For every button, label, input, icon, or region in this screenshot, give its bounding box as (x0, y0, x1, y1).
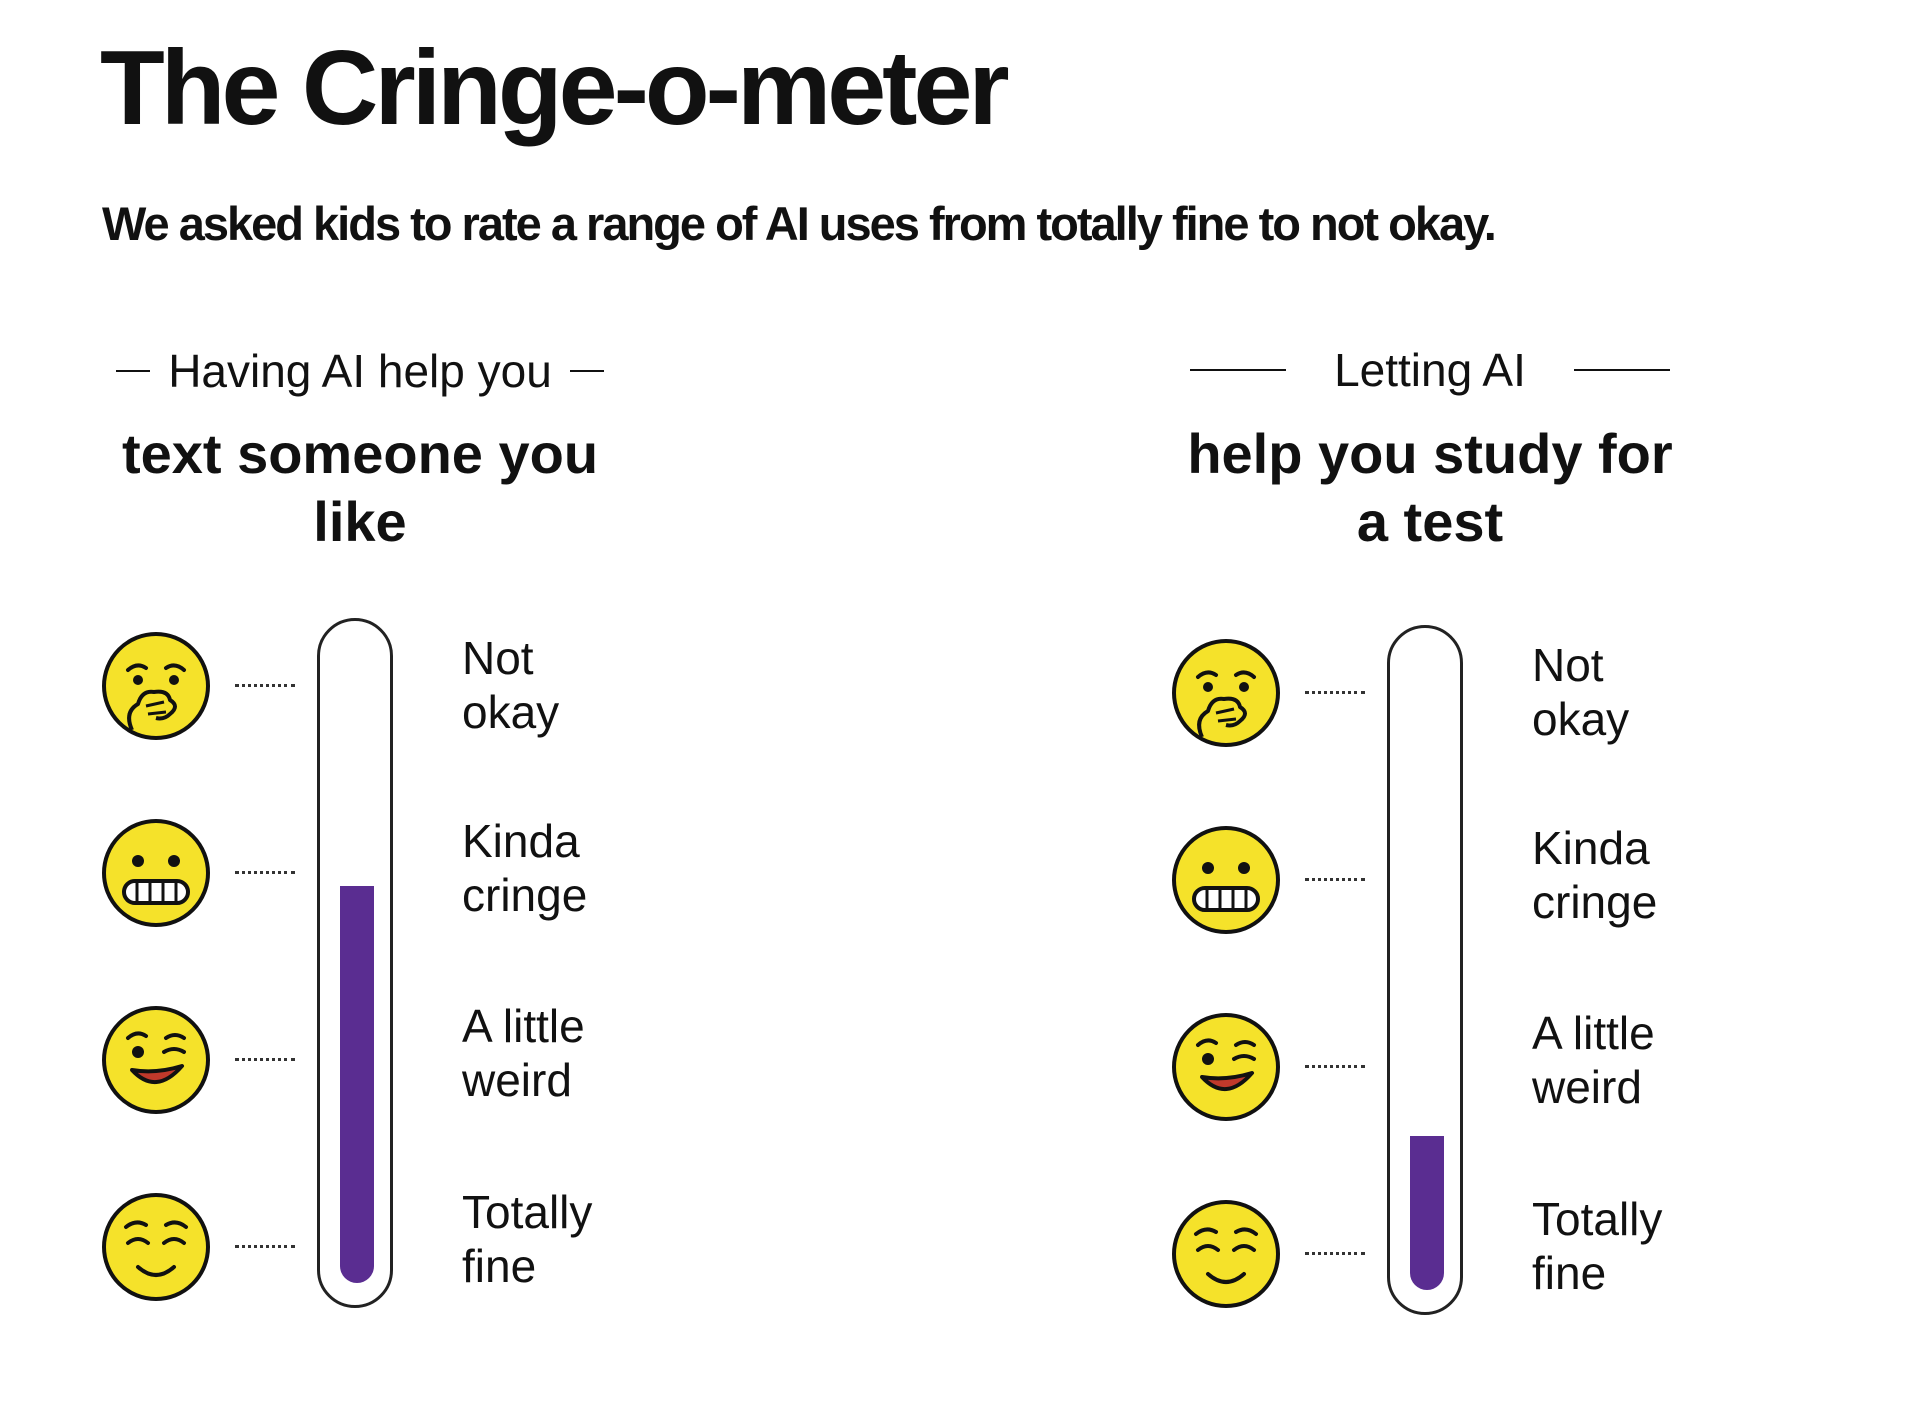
panel-heading: Letting AI (1170, 347, 1690, 393)
panel-topic: help you study for a test (1187, 422, 1673, 554)
grimacing-emoji (102, 819, 210, 927)
panel-heading: Having AI help you (100, 348, 620, 394)
scale-label-a-little-weird: A little weird (462, 1000, 585, 1106)
dotted-leader (235, 1058, 295, 1061)
scale-label-not-okay: Not okay (462, 632, 560, 738)
cringe-meter-panel-1: Having AI help you text someone you like… (0, 340, 800, 1340)
heading-text: Having AI help you (168, 345, 552, 397)
dotted-leader (235, 684, 295, 687)
grimacing-emoji (1172, 826, 1280, 934)
scale-label-kinda-cringe: Kinda cringe (462, 815, 588, 921)
scale-label-totally-fine: Totally fine (462, 1186, 593, 1292)
heading-text: Letting AI (1334, 344, 1526, 396)
scale-label-not-okay: Not okay (1532, 639, 1630, 745)
relieved-emoji (1172, 1200, 1280, 1308)
heading-dash-left (116, 370, 151, 372)
cringe-meter-tube (1387, 625, 1463, 1315)
winking-emoji (1172, 1013, 1280, 1121)
dotted-leader (235, 1245, 295, 1248)
page-subtitle: We asked kids to rate a range of AI uses… (102, 197, 1497, 250)
heading-dash-left (1190, 369, 1287, 371)
relieved-emoji (102, 1193, 210, 1301)
winking-emoji (102, 1006, 210, 1114)
dotted-leader (235, 871, 295, 874)
dotted-leader (1305, 691, 1365, 694)
heading-dash-right (1573, 369, 1670, 371)
panel-topic: text someone you like (121, 422, 599, 554)
cringe-meter-fill (1410, 1136, 1444, 1290)
scale-label-a-little-weird: A little weird (1532, 1007, 1655, 1113)
scale-label-totally-fine: Totally fine (1532, 1193, 1663, 1299)
scale-label-kinda-cringe: Kinda cringe (1532, 822, 1658, 928)
cringe-meter-tube (317, 618, 393, 1308)
heading-dash-right (569, 370, 604, 372)
hand-over-mouth-emoji (1172, 639, 1280, 747)
hand-over-mouth-emoji (102, 632, 210, 740)
dotted-leader (1305, 1252, 1365, 1255)
cringe-meter-panel-2: Letting AI help you study for a test Not… (1070, 347, 1870, 1347)
dotted-leader (1305, 1065, 1365, 1068)
page-title: The Cringe-o-meter (100, 29, 1010, 147)
dotted-leader (1305, 878, 1365, 881)
cringe-meter-fill (340, 886, 374, 1283)
